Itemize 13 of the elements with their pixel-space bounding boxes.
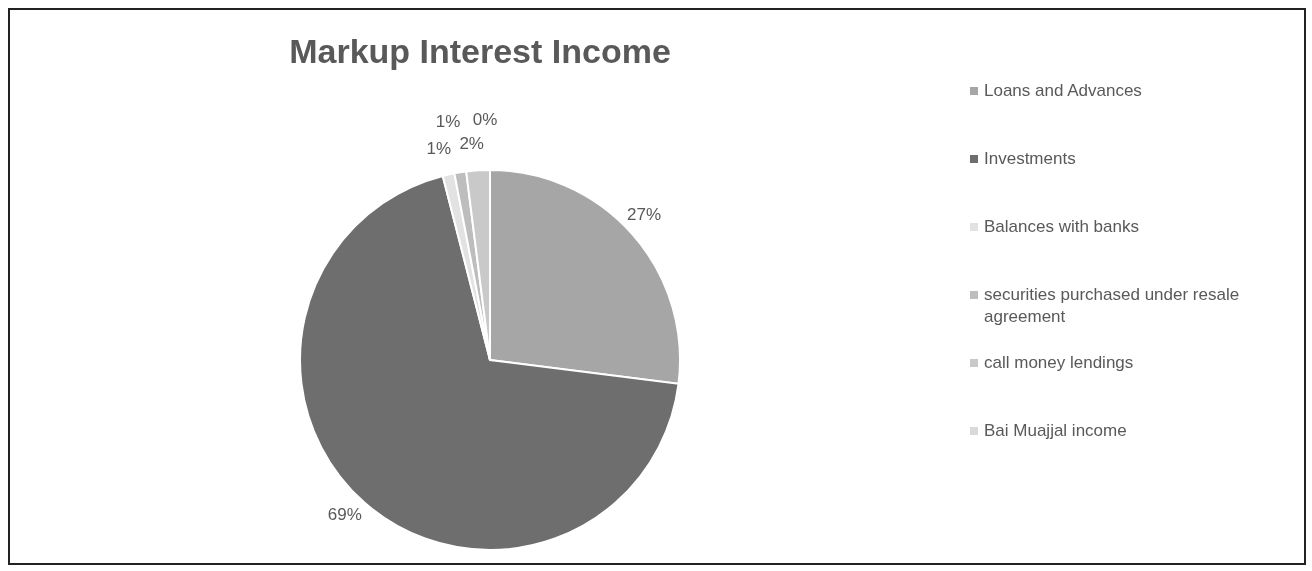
legend-label: Bai Muajjal income bbox=[984, 420, 1127, 442]
legend-label: securities purchased under resale agreement bbox=[984, 284, 1241, 328]
data-label: 69% bbox=[327, 504, 362, 524]
data-label: 1% bbox=[435, 112, 461, 132]
legend-label: Investments bbox=[984, 148, 1076, 170]
chart-title: Markup Interest Income bbox=[288, 32, 672, 71]
legend-label: Balances with banks bbox=[984, 216, 1139, 238]
data-label: 1% bbox=[426, 138, 452, 158]
legend-label: call money lendings bbox=[984, 352, 1134, 374]
legend-label: Loans and Advances bbox=[984, 80, 1142, 102]
data-label: 2% bbox=[459, 133, 484, 153]
text: 0% bbox=[472, 109, 498, 129]
data-label: 27% bbox=[627, 205, 662, 225]
